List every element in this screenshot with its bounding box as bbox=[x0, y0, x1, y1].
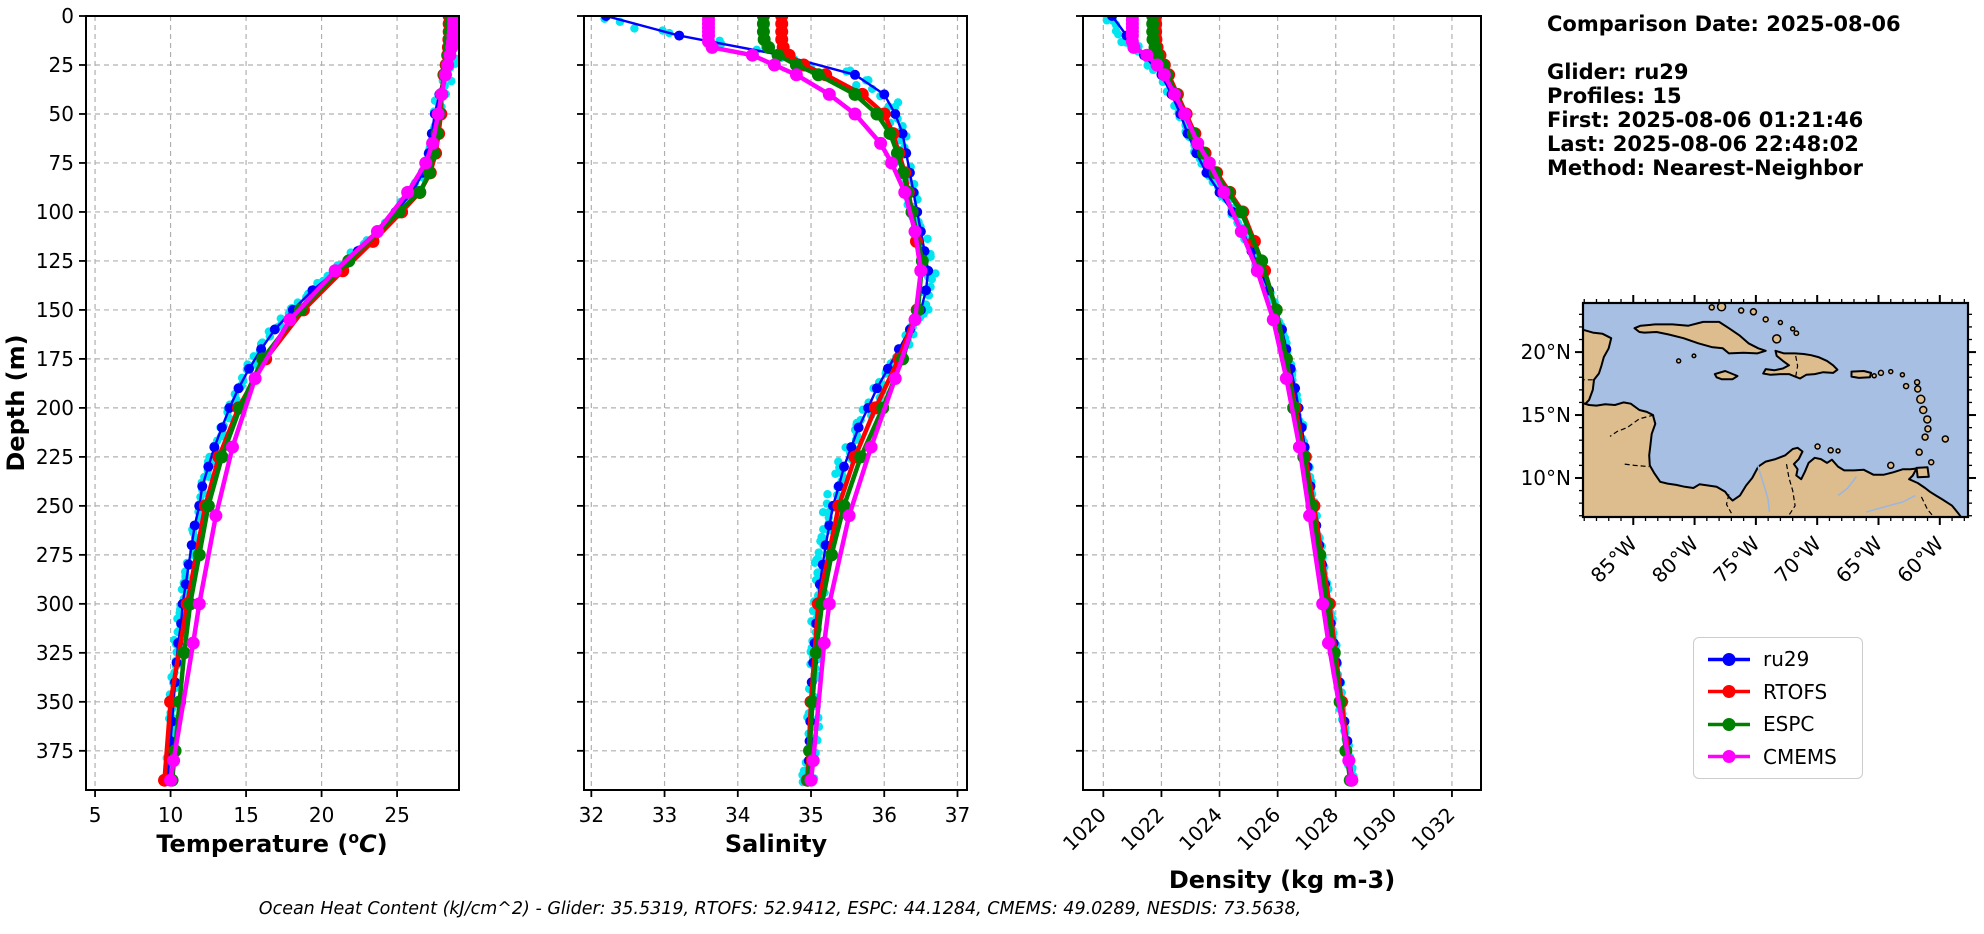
map-lon-label: 80°W bbox=[1647, 531, 1703, 587]
y-tick-label: 375 bbox=[36, 739, 74, 763]
series-CMEMS bbox=[1125, 16, 1359, 787]
salinity-axis-title: Salinity bbox=[725, 830, 828, 858]
map-lon-label: 75°W bbox=[1708, 531, 1764, 587]
legend-label: RTOFS bbox=[1763, 679, 1828, 704]
first-profile-time-text: First: 2025-08-06 01:21:46 bbox=[1547, 108, 1864, 132]
y-tick-label: 50 bbox=[49, 102, 74, 126]
y-tick-label: 0 bbox=[61, 4, 74, 28]
y-tick-label: 200 bbox=[36, 396, 74, 420]
x-axis: 32 33 34 35 36 37 bbox=[579, 790, 970, 827]
map-lat-label: 10°N bbox=[1521, 466, 1571, 490]
map-lat-label: 15°N bbox=[1521, 403, 1571, 427]
map-land-shapes bbox=[1583, 303, 1963, 517]
x-tick-label: 1026 bbox=[1232, 803, 1285, 856]
x-tick-label: 5 bbox=[89, 803, 102, 827]
x-tick-label: 1032 bbox=[1407, 803, 1460, 856]
series-CMEMS bbox=[701, 16, 928, 787]
legend-item-rtofs: RTOFS bbox=[1706, 680, 1850, 704]
x-tick-label: 1028 bbox=[1290, 803, 1343, 856]
last-profile-time-text: Last: 2025-08-06 22:48:02 bbox=[1547, 132, 1859, 156]
legend-item-espc: ESPC bbox=[1706, 712, 1850, 736]
method-text: Method: Nearest-Neighbor bbox=[1547, 156, 1863, 180]
x-tick-label: 34 bbox=[725, 803, 750, 827]
y-axis bbox=[1076, 15, 1083, 752]
x-tick-label: 35 bbox=[798, 803, 823, 827]
map-inset: 20°N 15°N 10°N 85°W 80°W 75°W 70°W 65°W 60°W bbox=[1521, 295, 1976, 588]
y-tick-label: 150 bbox=[36, 298, 74, 322]
x-tick-label: 33 bbox=[652, 803, 677, 827]
map-ticks bbox=[1575, 295, 1976, 525]
x-tick-label: 10 bbox=[158, 803, 183, 827]
series-CMEMS bbox=[164, 16, 459, 787]
comparison-info-block: Comparison Date: 2025-08-06 Glider: ru29… bbox=[1547, 12, 1901, 180]
depth-axis-title: Depth (m) bbox=[2, 334, 30, 471]
y-tick-label: 225 bbox=[36, 445, 74, 469]
y-tick-label: 25 bbox=[49, 53, 74, 77]
profiles-count-text: Profiles: 15 bbox=[1547, 84, 1682, 108]
salinity-plot: 32 33 34 35 36 37 Salinity bbox=[577, 15, 970, 858]
x-tick-label: 1030 bbox=[1348, 803, 1401, 856]
x-tick-label: 1020 bbox=[1058, 803, 1111, 856]
cmems-line-marker-icon bbox=[1708, 750, 1750, 764]
legend-item-cmems: CMEMS bbox=[1706, 745, 1850, 769]
info-spacer bbox=[1547, 36, 1901, 60]
y-axis bbox=[577, 15, 584, 752]
y-tick-label: 100 bbox=[36, 200, 74, 224]
comparison-date-text: Comparison Date: 2025-08-06 bbox=[1547, 12, 1901, 36]
map-borders bbox=[1583, 355, 1935, 517]
ru29-line-marker-icon bbox=[1708, 652, 1750, 666]
legend-box: ru29 RTOFS ESPC CMEMS bbox=[1693, 637, 1863, 779]
y-tick-label: 350 bbox=[36, 690, 74, 714]
y-tick-label: 275 bbox=[36, 543, 74, 567]
x-tick-label: 37 bbox=[945, 803, 970, 827]
glider-name-text: Glider: ru29 bbox=[1547, 60, 1689, 84]
map-lon-label: 70°W bbox=[1770, 531, 1826, 587]
density-axis-title: Density (kg m-3) bbox=[1169, 866, 1395, 894]
y-tick-label: 125 bbox=[36, 249, 74, 273]
y-tick-label: 325 bbox=[36, 641, 74, 665]
map-lat-label: 20°N bbox=[1521, 340, 1571, 364]
density-plot: 1020 1022 1024 1026 1028 1030 1032 Density (kg … bbox=[1058, 15, 1482, 894]
temperature-plot: 5 10 15 20 250255075100125150175200225250275… bbox=[2, 4, 460, 858]
x-tick-label: 32 bbox=[579, 803, 604, 827]
y-axis: 0 25 50 75 100 125 150 175 200 225 250 275 300 325 350… bbox=[36, 4, 86, 763]
x-tick-label: 36 bbox=[872, 803, 897, 827]
espc-line-marker-icon bbox=[1708, 717, 1750, 731]
x-axis: 1020 1022 1024 1026 1028 1030 1032 bbox=[1058, 790, 1460, 856]
x-tick-label: 15 bbox=[233, 803, 258, 827]
legend-item-ru29: ru29 bbox=[1706, 647, 1850, 671]
rtofs-line-marker-icon bbox=[1708, 685, 1750, 699]
y-tick-label: 300 bbox=[36, 592, 74, 616]
y-tick-label: 175 bbox=[36, 347, 74, 371]
x-tick-label: 1024 bbox=[1174, 803, 1227, 856]
map-lon-label: 65°W bbox=[1831, 531, 1887, 587]
temperature-axis-title: Temperature (oC) bbox=[156, 829, 387, 858]
x-tick-label: 25 bbox=[384, 803, 409, 827]
legend-label: ESPC bbox=[1763, 712, 1815, 737]
map-rivers bbox=[1756, 464, 1916, 513]
ocean-heat-content-text: Ocean Heat Content (kJ/cm^2) - Glider: 3… bbox=[258, 899, 1302, 919]
x-axis: 5 10 15 20 25 bbox=[89, 790, 410, 827]
grid-lines bbox=[86, 15, 459, 790]
legend-label: CMEMS bbox=[1763, 744, 1837, 769]
map-lon-label: 60°W bbox=[1892, 531, 1948, 587]
x-tick-label: 20 bbox=[309, 803, 334, 827]
y-tick-label: 250 bbox=[36, 494, 74, 518]
x-tick-label: 1022 bbox=[1116, 803, 1169, 856]
y-tick-label: 75 bbox=[49, 151, 74, 175]
legend-label: ru29 bbox=[1763, 647, 1810, 671]
map-lon-label: 85°W bbox=[1586, 531, 1642, 587]
